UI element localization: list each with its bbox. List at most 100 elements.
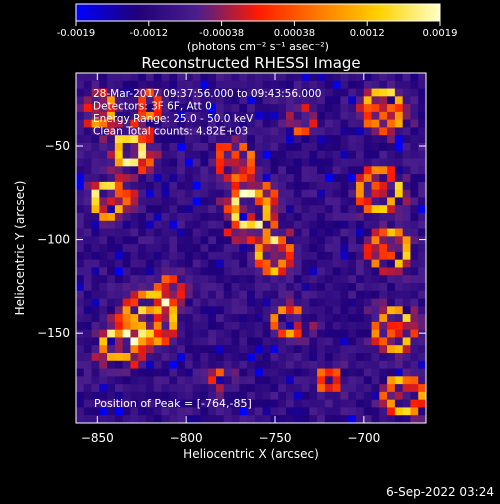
heatmap-cell bbox=[317, 80, 326, 89]
heatmap-cell bbox=[208, 407, 217, 416]
heatmap-cell bbox=[270, 104, 279, 113]
heatmap-cell bbox=[410, 353, 419, 362]
heatmap-cell bbox=[200, 104, 209, 113]
heatmap-cell bbox=[216, 181, 225, 191]
heatmap-cell bbox=[99, 314, 108, 323]
heatmap-cell bbox=[239, 298, 248, 307]
heatmap-cell bbox=[356, 384, 365, 393]
heatmap-cell bbox=[348, 283, 357, 292]
heatmap-cell bbox=[161, 306, 170, 315]
heatmap-cell bbox=[99, 298, 108, 307]
heatmap-cell bbox=[278, 376, 287, 385]
heatmap-cell bbox=[122, 290, 131, 299]
heatmap-cell bbox=[301, 259, 310, 268]
heatmap-cell bbox=[262, 127, 271, 136]
heatmap-cell bbox=[301, 321, 310, 331]
heatmap-cell bbox=[239, 111, 248, 121]
heatmap-cell bbox=[138, 228, 147, 237]
heatmap-cell bbox=[91, 360, 100, 369]
heatmap-cell bbox=[184, 353, 194, 362]
heatmap-cell bbox=[254, 275, 264, 284]
heatmap-cell bbox=[223, 244, 232, 253]
heatmap-cell bbox=[270, 329, 279, 338]
heatmap-cell bbox=[317, 360, 326, 369]
heatmap-cell bbox=[270, 166, 279, 175]
heatmap-cell bbox=[371, 236, 380, 245]
heatmap-cell bbox=[286, 267, 295, 276]
heatmap-cell bbox=[317, 275, 326, 284]
heatmap-cell bbox=[348, 337, 357, 346]
heatmap-cell bbox=[402, 321, 411, 331]
heatmap-cell bbox=[262, 135, 271, 144]
heatmap-cell bbox=[130, 205, 139, 214]
heatmap-cell bbox=[394, 135, 404, 144]
heatmap-cell bbox=[332, 228, 341, 237]
heatmap-cell bbox=[371, 329, 380, 338]
heatmap-cell bbox=[410, 306, 419, 315]
heatmap-cell bbox=[138, 127, 147, 136]
heatmap-cell bbox=[161, 360, 170, 369]
heatmap-cell bbox=[208, 244, 217, 253]
heatmap-cell bbox=[301, 399, 310, 408]
colorbar-tick-label: 0.00038 bbox=[274, 28, 315, 39]
heatmap-cell bbox=[356, 345, 365, 354]
heatmap-cell bbox=[177, 298, 186, 307]
heatmap-cell bbox=[239, 251, 248, 261]
heatmap-cell bbox=[130, 415, 139, 423]
heatmap-cell bbox=[138, 306, 147, 315]
heatmap-cell bbox=[153, 104, 162, 113]
heatmap-cell bbox=[270, 267, 279, 276]
heatmap-cell bbox=[208, 345, 217, 354]
heatmap-cell bbox=[262, 228, 271, 237]
heatmap-cell bbox=[223, 174, 232, 183]
heatmap-cell bbox=[247, 135, 256, 144]
heatmap-cell bbox=[231, 345, 240, 354]
colorbar-tick-label: -0.0019 bbox=[57, 28, 96, 39]
heatmap-cell bbox=[122, 127, 131, 136]
heatmap-cell bbox=[262, 337, 271, 346]
heatmap-cell bbox=[146, 197, 155, 206]
heatmap-cell bbox=[161, 244, 170, 253]
heatmap-cell bbox=[348, 158, 357, 167]
heatmap-cell bbox=[138, 360, 147, 369]
heatmap-cell bbox=[262, 150, 271, 159]
heatmap-cell bbox=[107, 337, 116, 346]
heatmap-cell bbox=[200, 143, 209, 152]
heatmap-cell bbox=[363, 220, 372, 229]
heatmap-cell bbox=[301, 251, 310, 261]
heatmap-cell bbox=[348, 345, 357, 354]
heatmap-cell bbox=[76, 96, 85, 105]
heatmap-cell bbox=[332, 329, 341, 338]
heatmap-cell bbox=[410, 158, 419, 167]
heatmap-cell bbox=[208, 213, 217, 222]
heatmap-cell bbox=[192, 88, 201, 97]
heatmap-cell bbox=[184, 376, 194, 385]
heatmap-cell bbox=[146, 259, 155, 268]
heatmap-cell bbox=[309, 353, 318, 362]
heatmap-cell bbox=[371, 267, 380, 276]
heatmap-cell bbox=[379, 104, 388, 113]
heatmap-cell bbox=[99, 399, 108, 408]
heatmap-cell bbox=[371, 213, 380, 222]
heatmap-cell bbox=[99, 213, 108, 222]
heatmap-cell bbox=[138, 80, 147, 89]
heatmap-cell bbox=[223, 290, 232, 299]
heatmap-cell bbox=[200, 228, 209, 237]
heatmap-cell bbox=[309, 298, 318, 307]
heatmap-cell bbox=[153, 376, 162, 385]
heatmap-cell bbox=[348, 244, 357, 253]
heatmap-cell bbox=[286, 329, 295, 338]
heatmap-cell bbox=[138, 88, 147, 97]
heatmap-cell bbox=[99, 275, 108, 284]
heatmap-cell bbox=[107, 189, 116, 198]
heatmap-cell bbox=[278, 360, 287, 369]
heatmap-cell bbox=[286, 384, 295, 393]
heatmap-cell bbox=[278, 384, 287, 393]
heatmap-cell bbox=[317, 290, 326, 299]
heatmap-cell bbox=[239, 96, 248, 105]
heatmap-cell bbox=[177, 88, 186, 97]
heatmap-cell bbox=[356, 244, 365, 253]
heatmap-cell bbox=[208, 415, 217, 423]
heatmap-cell bbox=[177, 306, 186, 315]
heatmap-cell bbox=[363, 236, 372, 245]
